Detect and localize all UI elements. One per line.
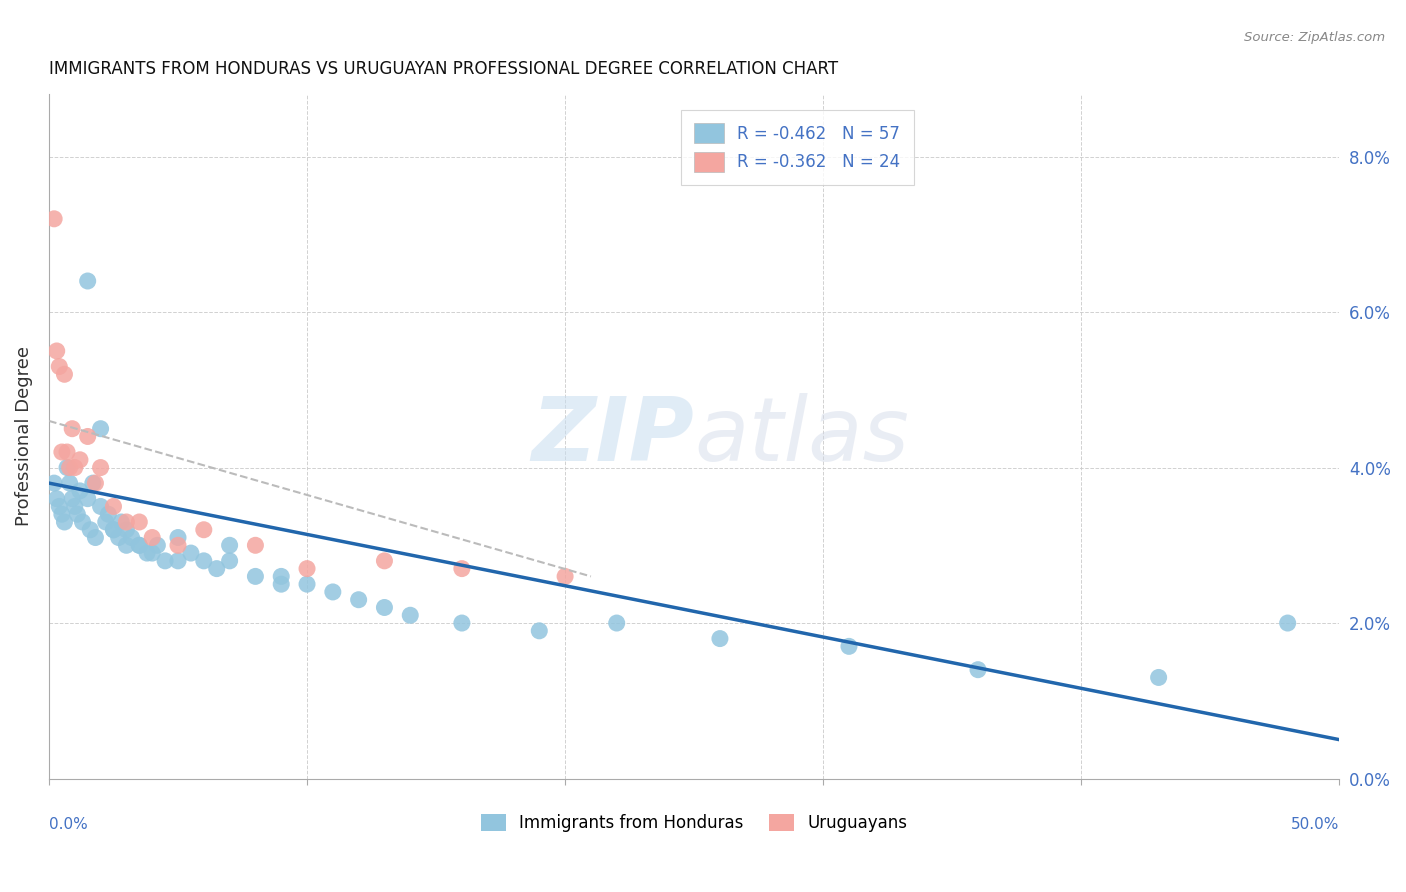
Point (56, 460, 79, 475)
Point (136, 546, 159, 560)
Point (1277, 615, 1299, 630)
Point (322, 585, 344, 599)
Point (69, 483, 91, 498)
Text: IMMIGRANTS FROM HONDURAS VS URUGUAYAN PROFESSIONAL DEGREE CORRELATION CHART: IMMIGRANTS FROM HONDURAS VS URUGUAYAN PR… (49, 60, 838, 78)
Point (270, 577, 292, 591)
Point (245, 569, 267, 583)
Point (66, 507, 89, 521)
Point (128, 538, 150, 552)
Point (838, 640, 860, 654)
Point (347, 592, 370, 607)
Point (79, 523, 101, 537)
Point (59, 476, 82, 491)
Legend: R = -0.462   N = 57, R = -0.362   N = 24: R = -0.462 N = 57, R = -0.362 N = 24 (681, 110, 914, 186)
Point (529, 624, 551, 638)
Point (94, 515, 117, 529)
Point (84, 531, 107, 545)
Point (205, 561, 228, 575)
Point (51, 507, 73, 521)
Point (107, 531, 129, 545)
Point (44, 211, 66, 226)
Point (167, 554, 190, 568)
Point (44, 476, 66, 491)
Point (63, 460, 86, 475)
Point (84, 476, 107, 491)
Point (72, 515, 94, 529)
Point (141, 531, 163, 545)
Point (45, 491, 67, 506)
Text: 50.0%: 50.0% (1291, 817, 1340, 832)
Point (399, 608, 422, 623)
Point (121, 531, 143, 545)
Point (103, 523, 125, 537)
Point (709, 632, 731, 646)
Y-axis label: Professional Degree: Professional Degree (15, 346, 32, 526)
Point (450, 561, 472, 575)
Point (51, 445, 73, 459)
Point (141, 546, 163, 560)
Point (153, 554, 176, 568)
Point (63, 500, 86, 514)
Point (59, 460, 82, 475)
Point (48, 359, 70, 374)
Point (270, 569, 292, 583)
Point (60, 491, 83, 506)
Point (128, 515, 150, 529)
Point (48, 500, 70, 514)
Point (69, 452, 91, 467)
Point (450, 615, 472, 630)
Point (76, 429, 98, 443)
Point (103, 500, 125, 514)
Point (76, 491, 98, 506)
Point (56, 445, 79, 459)
Point (115, 538, 138, 552)
Point (167, 531, 190, 545)
Point (1147, 670, 1170, 684)
Point (967, 663, 990, 677)
Point (53, 368, 76, 382)
Point (45, 343, 67, 358)
Point (110, 515, 132, 529)
Point (53, 515, 76, 529)
Point (76, 274, 98, 288)
Point (82, 476, 104, 491)
Text: atlas: atlas (695, 393, 910, 480)
Point (90, 500, 112, 514)
Point (373, 600, 395, 615)
Point (193, 554, 215, 568)
Point (245, 538, 267, 552)
Point (103, 523, 125, 537)
Text: ZIP: ZIP (531, 393, 695, 480)
Point (373, 554, 395, 568)
Point (606, 615, 628, 630)
Point (115, 515, 138, 529)
Point (97, 507, 120, 521)
Text: Source: ZipAtlas.com: Source: ZipAtlas.com (1244, 31, 1385, 45)
Text: 0.0%: 0.0% (49, 817, 87, 832)
Point (60, 422, 83, 436)
Point (554, 569, 576, 583)
Point (295, 561, 318, 575)
Point (193, 523, 215, 537)
Point (146, 538, 169, 552)
Point (180, 546, 202, 560)
Point (115, 523, 138, 537)
Point (90, 422, 112, 436)
Point (167, 538, 190, 552)
Point (128, 538, 150, 552)
Point (218, 554, 240, 568)
Point (90, 460, 112, 475)
Point (218, 538, 240, 552)
Point (295, 577, 318, 591)
